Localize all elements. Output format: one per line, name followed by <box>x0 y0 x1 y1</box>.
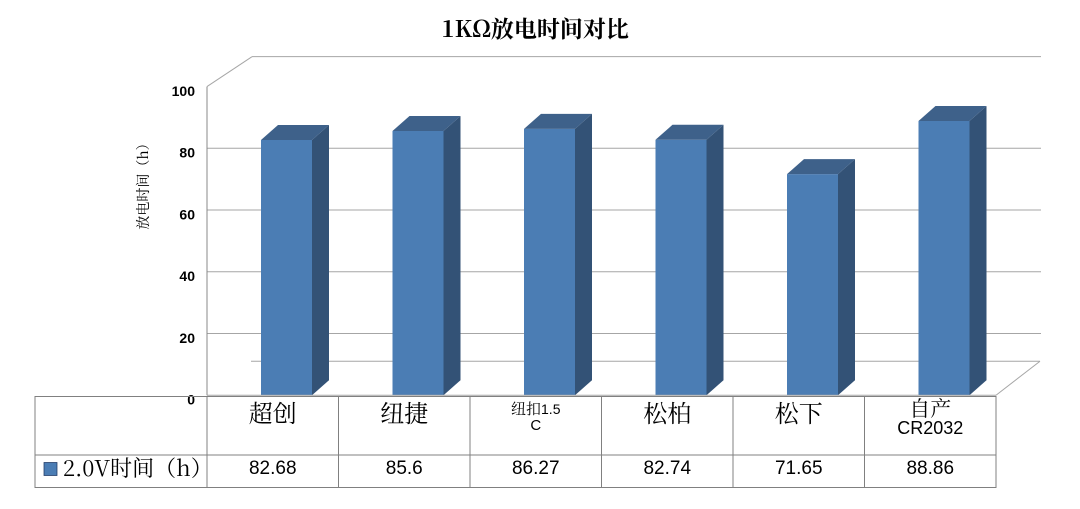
svg-text:88.86: 88.86 <box>906 458 954 479</box>
svg-text:60: 60 <box>179 206 195 222</box>
svg-text:超创: 超创 <box>249 394 297 429</box>
svg-text:1KΩ放电时间对比: 1KΩ放电时间对比 <box>441 11 629 44</box>
svg-text:82.68: 82.68 <box>249 458 297 479</box>
svg-text:40: 40 <box>179 268 195 284</box>
svg-text:松下: 松下 <box>775 394 823 429</box>
svg-text:71.65: 71.65 <box>775 458 823 479</box>
svg-text:85.6: 85.6 <box>386 458 423 479</box>
svg-text:C: C <box>530 417 541 434</box>
svg-text:100: 100 <box>172 83 196 99</box>
svg-text:0: 0 <box>187 392 195 408</box>
svg-text:2.0V时间（h）: 2.0V时间（h） <box>63 452 213 483</box>
svg-text:CR2032: CR2032 <box>897 418 963 438</box>
svg-text:82.74: 82.74 <box>643 458 691 479</box>
svg-text:松柏: 松柏 <box>643 394 691 429</box>
svg-text:纽捷: 纽捷 <box>380 394 428 429</box>
svg-text:纽扣1.5: 纽扣1.5 <box>511 398 561 419</box>
svg-text:80: 80 <box>179 145 195 161</box>
svg-text:86.27: 86.27 <box>512 458 560 479</box>
svg-text:20: 20 <box>179 330 195 346</box>
svg-text:放电时间（h）: 放电时间（h） <box>133 136 153 229</box>
